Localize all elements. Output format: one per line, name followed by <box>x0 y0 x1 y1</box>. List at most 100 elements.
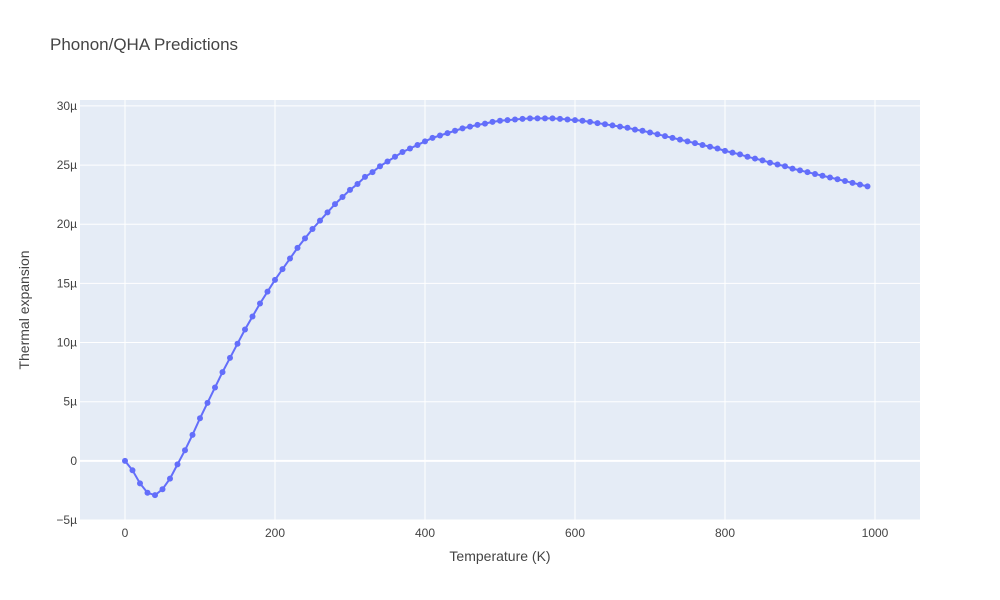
data-point <box>129 467 136 474</box>
data-point <box>654 131 661 138</box>
data-point <box>729 149 736 156</box>
data-point <box>399 149 406 156</box>
data-point <box>602 121 608 128</box>
data-point <box>557 115 563 122</box>
data-point <box>377 163 383 170</box>
data-point <box>354 181 361 187</box>
data-point <box>662 133 668 140</box>
data-point <box>167 475 173 482</box>
data-point <box>864 183 871 190</box>
y-tick-label: 5µ <box>63 395 77 409</box>
x-axis-title: Temperature (K) <box>449 548 550 564</box>
data-point <box>572 117 578 124</box>
data-point <box>519 115 526 122</box>
data-point <box>609 122 616 129</box>
data-point <box>534 115 541 122</box>
data-point <box>834 176 841 183</box>
data-point <box>249 313 256 320</box>
data-point <box>324 209 331 216</box>
data-point <box>459 125 466 132</box>
data-point <box>587 118 593 125</box>
data-point <box>474 121 481 128</box>
data-point <box>309 225 316 232</box>
x-tick-label: 600 <box>565 526 585 540</box>
y-tick-label: 15µ <box>57 276 77 290</box>
data-point <box>257 300 263 307</box>
data-point <box>624 124 631 131</box>
data-point <box>482 120 488 127</box>
data-point <box>504 117 511 124</box>
data-point <box>744 153 751 160</box>
data-point <box>669 134 676 141</box>
data-point <box>122 457 128 464</box>
data-point <box>542 115 548 122</box>
data-point <box>564 116 571 123</box>
chart-title: Phonon/QHA Predictions <box>50 35 238 54</box>
data-point <box>302 235 308 242</box>
data-point <box>684 138 691 145</box>
y-axis-title: Thermal expansion <box>16 250 32 369</box>
data-point <box>144 489 151 496</box>
x-tick-label: 0 <box>122 526 129 540</box>
data-point <box>737 151 743 158</box>
data-point <box>722 147 728 154</box>
data-point <box>212 384 218 391</box>
data-point <box>189 431 196 438</box>
data-point <box>759 157 766 164</box>
data-point <box>384 158 391 165</box>
y-tick-labels: −5µ 0 5µ 10µ 15µ 20µ 25µ 30µ <box>56 99 77 527</box>
data-point <box>332 201 338 208</box>
data-point <box>339 194 346 201</box>
data-point <box>467 123 473 130</box>
data-point <box>827 174 833 181</box>
data-point <box>174 461 181 468</box>
data-point <box>227 354 233 361</box>
y-tick-label: 20µ <box>57 217 77 231</box>
data-point <box>137 480 143 487</box>
data-point <box>317 217 323 224</box>
data-point <box>219 369 226 376</box>
data-point <box>279 266 286 273</box>
data-point <box>407 145 413 152</box>
x-tick-label: 200 <box>265 526 285 540</box>
data-point <box>369 169 376 176</box>
series-markers <box>122 115 871 499</box>
data-point <box>549 115 556 122</box>
data-point <box>489 118 496 125</box>
data-point <box>647 129 653 136</box>
data-point <box>437 132 443 139</box>
data-point <box>159 486 166 493</box>
data-point <box>242 326 248 333</box>
data-point <box>707 143 713 150</box>
data-point <box>714 145 721 152</box>
data-point <box>594 120 601 127</box>
data-point <box>264 288 271 295</box>
data-point <box>639 127 646 134</box>
data-point <box>182 447 188 454</box>
y-tick-label: 25µ <box>57 158 77 172</box>
data-point <box>414 141 421 148</box>
data-point <box>287 255 293 262</box>
data-point <box>789 165 796 172</box>
data-point <box>497 117 503 124</box>
data-point <box>804 169 811 176</box>
data-point <box>617 123 623 130</box>
data-point <box>782 163 788 170</box>
y-tick-label: 0 <box>70 454 77 468</box>
data-point <box>392 153 398 160</box>
data-point <box>512 116 518 123</box>
data-point <box>774 161 781 168</box>
data-point <box>429 134 436 141</box>
data-point <box>752 155 758 162</box>
data-point <box>857 181 863 188</box>
data-point <box>444 130 451 137</box>
data-point <box>272 276 278 283</box>
data-point <box>152 492 158 499</box>
x-tick-labels: 0 200 400 600 800 1000 <box>122 526 889 540</box>
data-point <box>422 138 428 145</box>
data-point <box>849 179 856 186</box>
x-tick-label: 1000 <box>862 526 889 540</box>
data-point <box>294 244 301 251</box>
data-point <box>527 115 533 122</box>
